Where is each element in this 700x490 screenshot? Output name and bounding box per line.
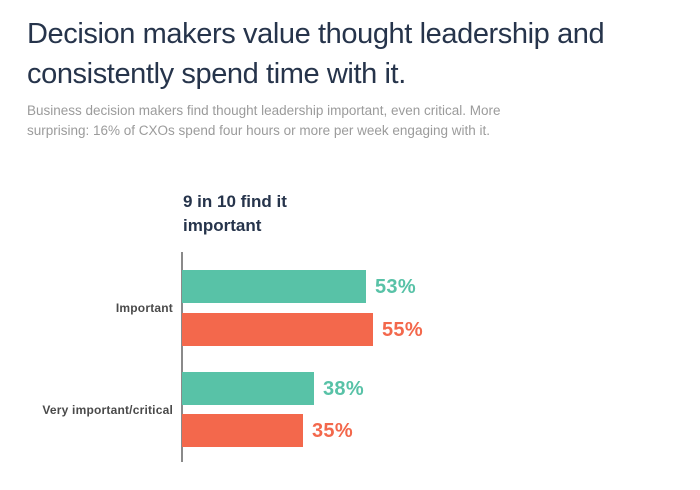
bar-value-label: 38% xyxy=(323,378,364,400)
bar-value-label: 55% xyxy=(382,319,423,341)
page-title-line-2: consistently spend time with it. xyxy=(27,58,406,90)
chart-title-line-2: important xyxy=(183,216,262,235)
chart-title: 9 in 10 find it important xyxy=(183,190,287,238)
category-label-important: Important xyxy=(115,301,173,315)
page-subtitle-line-2: surprising: 16% of CXOs spend four hours… xyxy=(27,123,490,138)
bar-important-series-2 xyxy=(182,313,373,346)
bar-value-label: 53% xyxy=(375,276,416,298)
chart-title-line-1: 9 in 10 find it xyxy=(183,192,287,211)
bar-very-important-critical-series-1 xyxy=(182,372,314,405)
y-axis-line xyxy=(181,252,183,462)
page-subtitle: Business decision makers find thought le… xyxy=(27,101,647,141)
bar-important-series-1 xyxy=(182,270,366,303)
bar-very-important-critical-series-2 xyxy=(182,414,303,447)
category-label-very-important-critical: Very important/critical xyxy=(42,402,173,417)
bar-value-label: 35% xyxy=(312,420,353,442)
page-title-line-1: Decision makers value thought leadership… xyxy=(27,18,605,50)
page-subtitle-line-1: Business decision makers find thought le… xyxy=(27,103,501,118)
page-title: Decision makers value thought leadership… xyxy=(27,14,687,94)
